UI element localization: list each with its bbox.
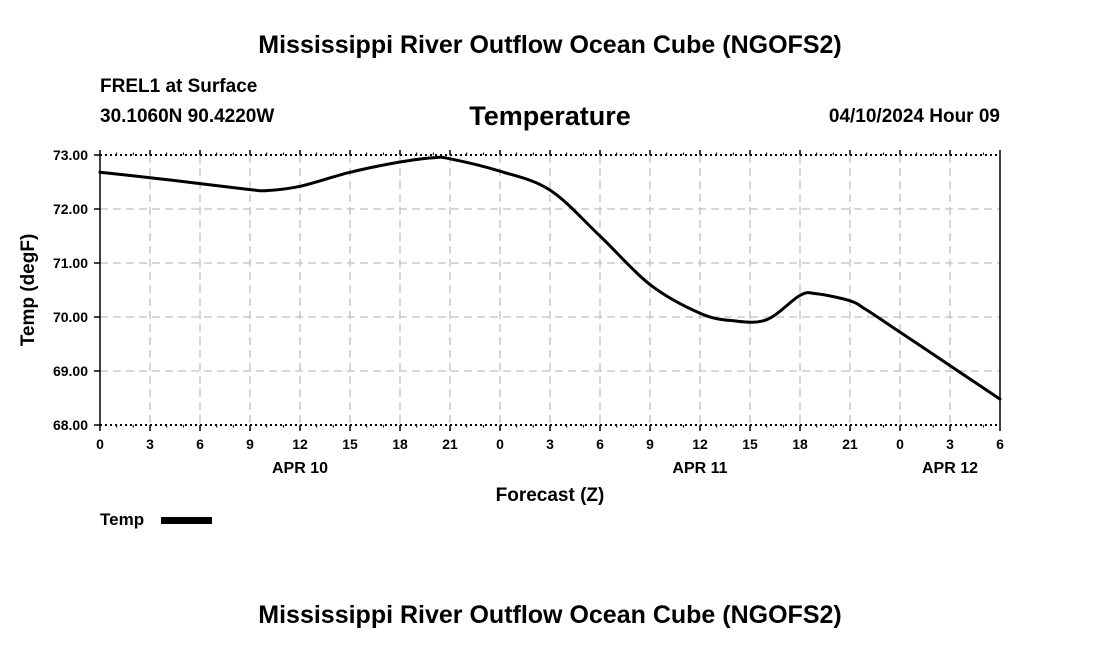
x-tick-label: 18 [792,436,808,452]
x-tick-label: 3 [946,436,954,452]
temp-series-line [98,155,1002,401]
x-axis-label: Forecast (Z) [496,485,605,506]
forecast-datetime: 04/10/2024 Hour 09 [828,106,1000,127]
x-tick-label: 21 [842,436,858,452]
y-tick-label: 69.00 [53,363,88,379]
date-label: APR 12 [922,460,978,477]
legend-label: Temp [100,510,144,529]
y-tick-label: 72.00 [53,201,88,217]
y-axis-label: Temp (degF) [18,234,39,347]
x-tick-label: 6 [996,436,1004,452]
station-coordinates: 30.1060N 90.4220W [100,106,275,127]
legend-swatch [161,517,212,524]
x-tick-label: 15 [742,436,758,452]
station-name: FREL1 at Surface [100,76,258,97]
y-tick-label: 70.00 [53,309,88,325]
grid-lines [100,155,1000,425]
x-tick-label: 18 [392,436,408,452]
x-tick-label: 3 [546,436,554,452]
x-tick-label: 21 [442,436,458,452]
x-tick-label: 12 [692,436,708,452]
y-tick-label: 71.00 [53,255,88,271]
x-tick-label: 6 [596,436,604,452]
x-tick-label: 0 [896,436,904,452]
x-tick-labels: 0 3 6 9 12 15 18 21 0 3 6 9 12 15 18 21 0 3 6 [96,436,1004,452]
x-tick-label: 3 [146,436,154,452]
footer-title: Mississippi River Outflow Ocean Cube (NG… [258,601,842,629]
x-tick-label: 9 [646,436,654,452]
y-tick-labels: 68.00 69.00 70.00 71.00 72.00 73.00 [53,147,88,433]
date-label: APR 11 [672,460,727,477]
x-tick-label: 15 [342,436,358,452]
x-tick-label: 12 [292,436,308,452]
date-labels: APR 10 APR 11 APR 12 [272,460,978,477]
x-tick-label: 9 [246,436,254,452]
x-tick-label: 6 [196,436,204,452]
chart-title: Temperature [469,101,631,131]
x-tick-label: 0 [96,436,104,452]
y-tick-label: 68.00 [53,417,88,433]
x-tick-label: 0 [496,436,504,452]
date-label: APR 10 [272,460,328,477]
axes [94,150,1001,431]
page-title: Mississippi River Outflow Ocean Cube (NG… [258,31,842,59]
y-tick-label: 73.00 [53,147,88,163]
